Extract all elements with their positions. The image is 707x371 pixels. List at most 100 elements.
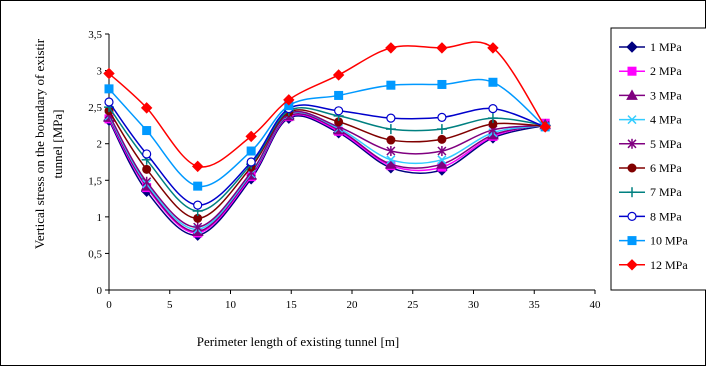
data-point-5-mpa (142, 176, 152, 187)
data-point-8-mpa (437, 112, 447, 122)
data-point-6-mpa (142, 164, 152, 174)
data-point-10-mpa (104, 84, 114, 94)
data-point-5-mpa (193, 222, 203, 233)
series-line-5-mpa (108, 110, 546, 228)
legend-label: 5 MPa (650, 137, 682, 151)
legend-item-8-mpa: 8 MPa (619, 209, 682, 223)
legend-item-4-mpa: 4 MPa (619, 113, 682, 127)
series-7-mpa (104, 102, 551, 217)
x-tick-label: 5 (167, 299, 173, 311)
data-point-7-mpa (487, 113, 498, 124)
data-point-10-mpa (246, 146, 256, 156)
y-tick-label: 3 (97, 66, 103, 78)
legend-item-1-mpa: 1 MPa (619, 40, 682, 54)
y-tick-label: 2 (97, 139, 103, 151)
legend-label: 7 MPa (650, 185, 682, 199)
data-point-10-mpa (193, 181, 203, 191)
legend-swatch-marker (627, 187, 637, 198)
x-tick-label: 30 (468, 299, 480, 311)
series-line-1-mpa (108, 115, 546, 236)
x-tick-label: 20 (347, 299, 359, 311)
data-point-10-mpa (386, 80, 396, 90)
legend-swatch-marker (626, 89, 638, 100)
x-tick-label: 25 (407, 299, 419, 311)
series-2-mpa (104, 112, 550, 238)
y-tick-label: 0,5 (88, 248, 102, 260)
series-1-mpa (103, 112, 551, 241)
legend-item-6-mpa: 6 MPa (619, 161, 682, 175)
legend-item-10-mpa: 10 MPa (619, 234, 688, 248)
data-point-10-mpa (437, 79, 447, 89)
data-point-5-mpa (437, 146, 447, 157)
series-line-8-mpa (108, 101, 546, 206)
data-point-12-mpa (487, 42, 499, 54)
y-axis-title-line-1: Vertical stress on the boundary of exist… (32, 38, 47, 249)
legend-swatch-marker (627, 236, 637, 246)
data-point-6-mpa (386, 135, 396, 145)
data-point-7-mpa (385, 124, 396, 135)
legend-label: 1 MPa (650, 40, 682, 54)
data-point-4-mpa (437, 155, 447, 165)
legend-label: 8 MPa (650, 209, 682, 223)
legend-swatch-marker (626, 41, 638, 53)
data-point-4-mpa (386, 155, 396, 165)
series-group (103, 41, 552, 241)
data-point-10-mpa (488, 77, 498, 87)
legend-item-5-mpa: 5 MPa (619, 137, 682, 151)
legend-swatch-marker (626, 259, 638, 271)
data-point-12-mpa (103, 67, 115, 80)
series-3-mpa (103, 109, 552, 236)
series-line-3-mpa (108, 113, 546, 233)
x-tick-label: 35 (529, 299, 541, 311)
data-point-8-mpa (104, 97, 114, 107)
y-tick-label: 0 (97, 285, 103, 297)
legend-label: 12 MPa (650, 258, 688, 272)
y-tick-label: 2,5 (88, 102, 102, 114)
data-point-12-mpa (140, 102, 153, 114)
legend-label: 10 MPa (650, 234, 688, 248)
series-line-12-mpa (108, 41, 546, 168)
data-point-8-mpa (246, 157, 256, 167)
data-point-3-mpa (385, 158, 397, 169)
series-line-6-mpa (108, 109, 546, 220)
series-line-2-mpa (108, 113, 546, 234)
tick-labels: 0 5 10 15 20 25 30 35 40 0 0,5 1 1,5 2 2,5 3 3,5 (88, 29, 601, 311)
data-point-3-mpa (436, 158, 448, 169)
legend-label: 3 MPa (650, 88, 682, 102)
legend-swatch-marker (627, 115, 637, 125)
data-point-8-mpa (334, 106, 344, 116)
x-tick-label: 10 (225, 299, 237, 311)
data-point-7-mpa (436, 124, 447, 135)
data-point-10-mpa (142, 126, 152, 136)
data-point-12-mpa (245, 130, 257, 143)
data-point-6-mpa (437, 134, 447, 144)
legend-label: 4 MPa (650, 113, 682, 127)
y-tick-label: 1,5 (88, 175, 102, 187)
legend-label: 6 MPa (650, 161, 682, 175)
data-point-8-mpa (193, 200, 203, 210)
legend-item-3-mpa: 3 MPa (619, 88, 682, 102)
data-point-12-mpa (191, 160, 204, 173)
series-line-7-mpa (108, 106, 546, 212)
y-axis-title-line-2: tunnel [MPa] (50, 110, 65, 179)
legend-swatch-marker (627, 66, 637, 76)
x-tick-label: 15 (286, 299, 298, 311)
legend-swatch-marker (627, 211, 637, 221)
data-point-12-mpa (283, 94, 295, 106)
data-point-12-mpa (332, 69, 345, 81)
data-point-12-mpa (385, 42, 397, 54)
x-tick-label: 0 (106, 299, 112, 311)
series-4-mpa (104, 109, 550, 234)
series-12-mpa (103, 41, 551, 173)
axes (105, 33, 596, 294)
legend: 1 MPa 2 MPa 3 MPa 4 MPa 5 MPa 6 MPa 7 MPa 8 MPa… (610, 27, 707, 291)
legend-item-7-mpa: 7 MPa (619, 185, 682, 199)
legend-label: 2 MPa (650, 64, 682, 78)
x-tick-label: 40 (590, 299, 602, 311)
series-line-4-mpa (108, 111, 546, 231)
data-point-8-mpa (488, 104, 498, 114)
legend-item-12-mpa: 12 MPa (619, 258, 688, 272)
data-point-5-mpa (386, 146, 396, 157)
